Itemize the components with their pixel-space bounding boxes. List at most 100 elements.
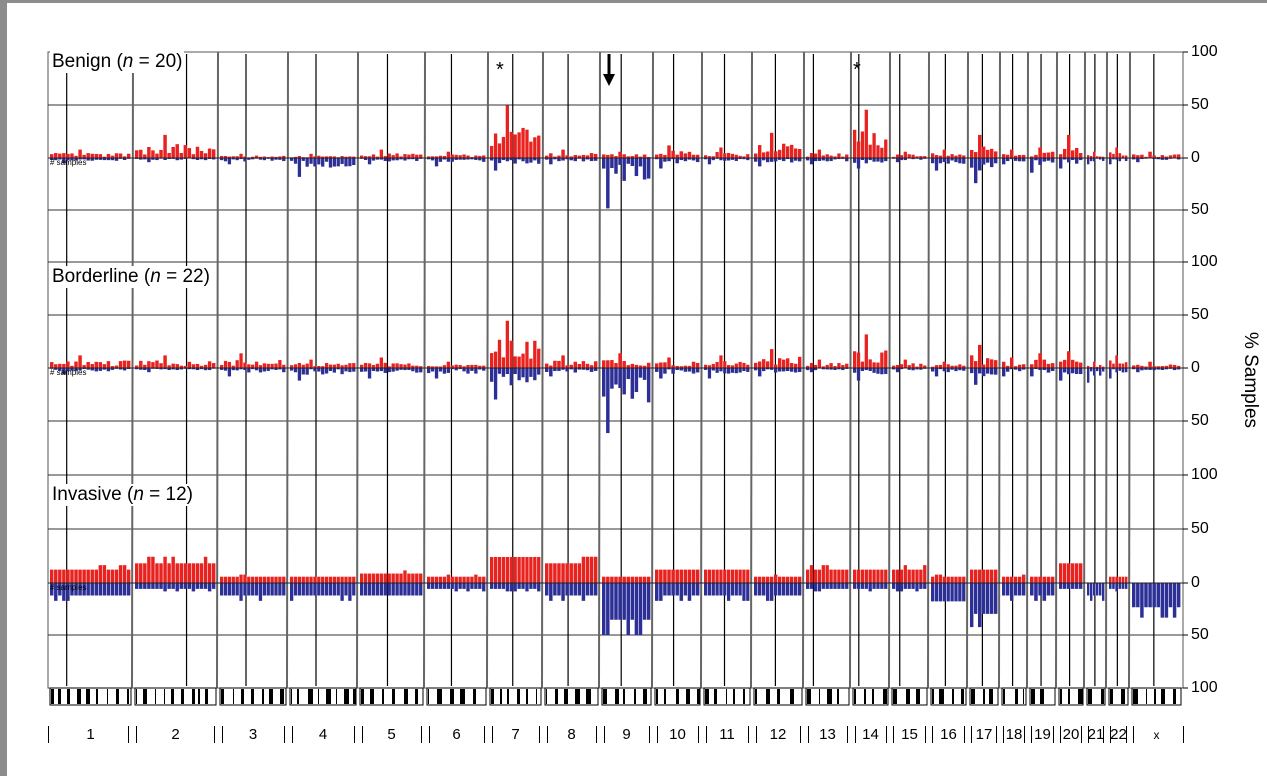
gain-bar-Invasive-chr6-6	[450, 576, 454, 583]
gain-bar-Borderline-chr5-10	[399, 364, 403, 368]
loss-bar-Borderline-chr7-8	[521, 368, 525, 378]
chromosome-label-separator	[1053, 726, 1054, 743]
gain-bar-Invasive-chr10-2	[663, 569, 667, 583]
ideogram-band-6-4	[450, 689, 454, 704]
gain-bar-Borderline-chr1-0	[50, 362, 54, 368]
loss-bar-Invasive-chr17-3	[982, 583, 986, 614]
gain-bar-Borderline-chr7-0	[490, 353, 494, 368]
loss-bar-Borderline-chr9-8	[634, 368, 639, 393]
loss-bar-Invasive-chr19-1	[1034, 583, 1038, 601]
panel-n-borderline: n	[150, 266, 161, 287]
chromosome-separator-19	[1055, 51, 1058, 689]
gain-bar-Benign-chr2-18	[207, 148, 212, 158]
chromosome-label-14: 14	[862, 726, 879, 743]
loss-bar-Invasive-chr13-6	[829, 583, 833, 589]
gain-bar-Benign-chr13-1	[809, 153, 814, 158]
gain-bar-Benign-chr10-10	[695, 154, 700, 158]
loss-bar-Invasive-chr19-0	[1030, 583, 1034, 596]
gain-bar-Invasive-chr14-0	[853, 569, 857, 583]
loss-bar-Borderline-chr6-8	[458, 368, 462, 370]
loss-bar-Invasive-chr12-4	[770, 583, 774, 601]
ideogram-band-4-4	[308, 689, 313, 704]
gain-bar-Borderline-chr2-6	[159, 363, 163, 368]
gain-bar-Borderline-chr11-3	[715, 361, 719, 368]
loss-bar-Invasive-chr10-5	[675, 583, 679, 596]
gain-bar-Benign-chr2-19	[211, 149, 216, 158]
gain-bar-Borderline-chr20-2	[1067, 351, 1071, 368]
chromosome-separator-15	[927, 51, 930, 689]
loss-bar-Invasive-chr17-0	[970, 583, 974, 628]
gain-bar-Invasive-chr6-11	[470, 576, 474, 583]
loss-bar-Invasive-chr6-5	[446, 583, 450, 589]
loss-bar-Invasive-chr17-1	[974, 583, 978, 614]
gain-bar-Benign-chr9-10	[642, 154, 647, 158]
loss-bar-Invasive-chr19-3	[1042, 583, 1047, 601]
gain-bar-Benign-chr11-11	[746, 154, 750, 158]
gain-bar-Borderline-chr15-1	[895, 364, 900, 368]
gain-bar-Borderline-chr2-4	[151, 362, 155, 368]
gain-bar-Borderline-chr10-5	[675, 366, 679, 368]
gain-bar-Benign-chr5-6	[383, 156, 387, 158]
gain-bar-Benign-chr2-4	[151, 150, 155, 158]
loss-bar-Borderline-chr8-6	[569, 368, 573, 370]
gain-bar-Benign-chr13-3	[817, 149, 822, 158]
gain-bar-Invasive-chr7-5	[509, 557, 513, 583]
gain-bar-Invasive-chr17-2	[978, 569, 982, 583]
loss-bar-Invasive-chr5-1	[363, 583, 368, 596]
gain-bar-Borderline-chr5-7	[387, 366, 391, 368]
gain-bar-Borderline-chr13-7	[833, 366, 837, 368]
gain-bar-Invasive-chr1-7	[78, 569, 82, 583]
gain-bar-Borderline-chr11-9	[738, 361, 742, 368]
gain-bar-Benign-chrx-5	[1152, 155, 1156, 158]
loss-bar-Benign-chr16-6	[954, 158, 958, 163]
gain-bar-Invasive-chr18-4	[1018, 576, 1022, 583]
loss-bar-Borderline-chr2-2	[143, 368, 147, 370]
loss-bar-Benign-chr9-11	[646, 158, 651, 179]
loss-bar-Invasive-chr1-11	[94, 583, 98, 596]
gain-bar-Borderline-chr3-7	[247, 364, 251, 368]
loss-bar-Borderline-chr10-10	[695, 368, 700, 373]
gain-bar-Borderline-chr5-1	[363, 362, 368, 368]
loss-bar-Benign-chr1-5	[70, 158, 74, 161]
loss-bar-Borderline-chr10-3	[667, 368, 671, 370]
gain-bar-Borderline-chr4-6	[313, 366, 317, 368]
loss-bar-Invasive-chr1-15	[110, 583, 115, 596]
gain-bar-Invasive-chr7-10	[529, 557, 533, 583]
loss-bar-Borderline-chr6-7	[454, 368, 458, 371]
loss-bar-Invasive-chr9-9	[638, 583, 643, 636]
loss-bar-Invasive-chr17-2	[978, 583, 982, 628]
loss-bar-Invasive-chr12-6	[778, 583, 782, 596]
ideogram-7	[489, 687, 542, 706]
gain-bar-Invasive-chr22-1	[1112, 576, 1115, 583]
gain-bar-Benign-chr17-2	[978, 134, 982, 158]
gain-bar-Invasive-chr1-8	[82, 569, 86, 583]
gain-bar-Borderline-chr20-5	[1079, 362, 1083, 368]
chromosome-separator-10	[700, 51, 703, 689]
loss-bar-Borderline-chr21-3	[1096, 368, 1099, 372]
gain-bar-Benign-chr15-2	[899, 155, 904, 158]
gain-bar-Benign-chr22-4	[1121, 155, 1125, 158]
loss-bar-Borderline-chr11-9	[738, 368, 742, 373]
gain-bar-Invasive-chr1-15	[110, 569, 115, 583]
gain-bar-Invasive-chr8-10	[585, 556, 590, 583]
loss-bar-Benign-chr13-5	[825, 158, 829, 162]
loss-bar-Invasive-chr14-5	[872, 583, 876, 589]
loss-bar-Invasive-chr8-8	[577, 583, 582, 596]
gain-bar-Borderline-chr1-4	[66, 361, 70, 368]
gain-bar-Borderline-chr11-7	[730, 365, 735, 368]
gain-bar-Invasive-chr10-8	[687, 569, 692, 583]
loss-bar-Benign-chr13-8	[837, 158, 841, 160]
loss-bar-Borderline-chr1-10	[90, 368, 94, 371]
gain-bar-Invasive-chr1-16	[114, 569, 119, 583]
gain-bar-Benign-chr8-0	[545, 155, 549, 158]
gain-bar-Invasive-chr13-4	[821, 565, 825, 583]
loss-bar-Borderline-chr6-11	[470, 368, 474, 371]
loss-bar-Invasive-chr7-1	[493, 583, 498, 589]
loss-bar-Benign-chr3-5	[239, 158, 243, 160]
gain-bar-Benign-chr11-1	[707, 156, 712, 158]
ideogram-band-1-10	[96, 689, 98, 704]
gain-bar-Benign-chr5-3	[371, 154, 376, 158]
gain-bar-Invasive-chr8-5	[565, 563, 569, 583]
gain-bar-Invasive-chr1-10	[90, 569, 94, 583]
loss-bar-Invasive-chr15-2	[899, 583, 904, 592]
